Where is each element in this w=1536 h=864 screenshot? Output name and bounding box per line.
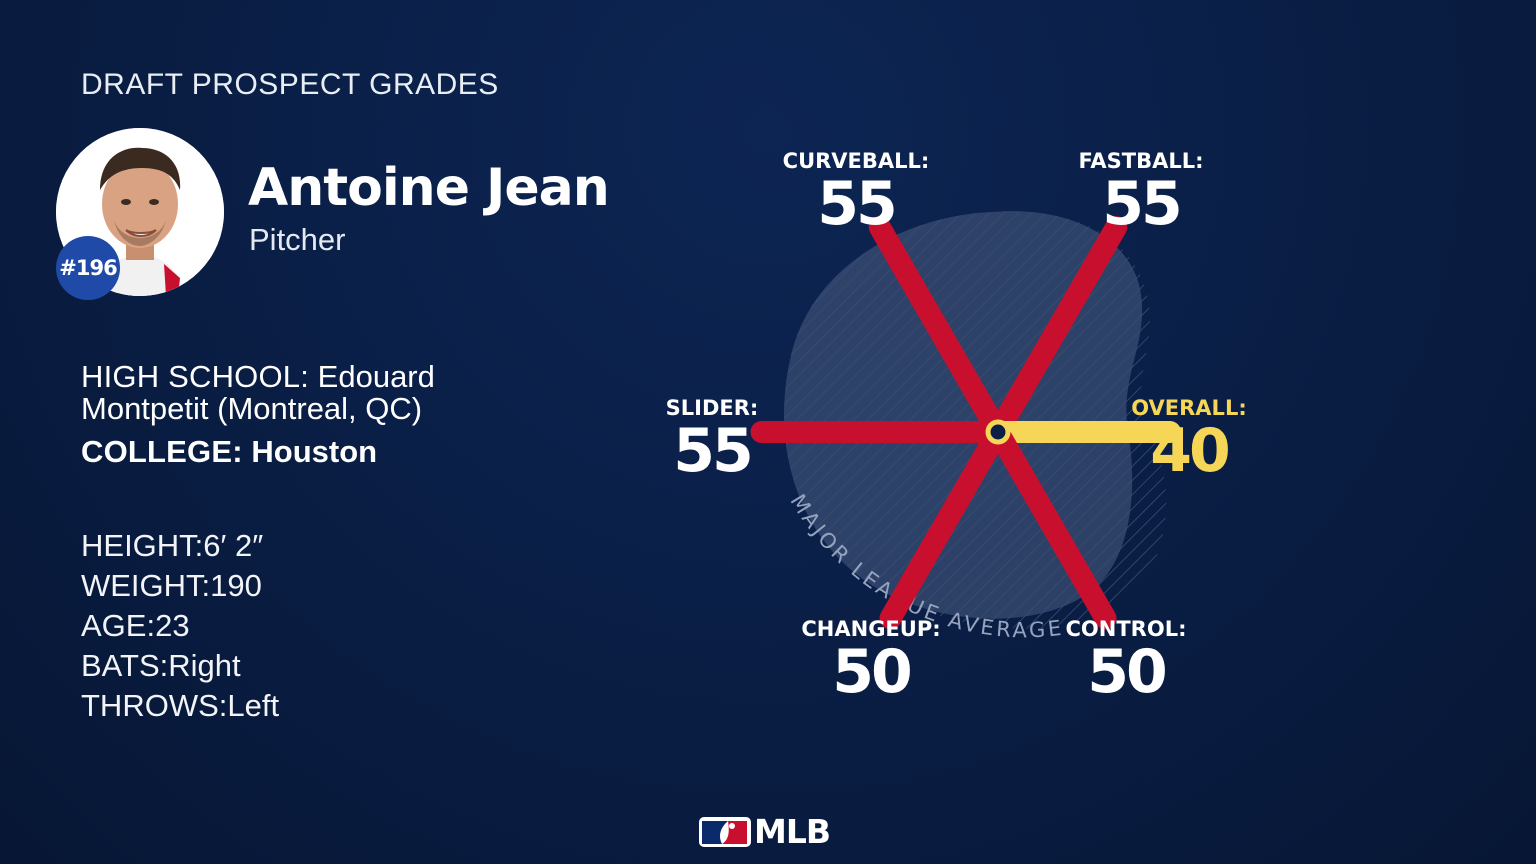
- grade-value: 55: [673, 416, 751, 486]
- vital-label: BATS:: [81, 648, 169, 683]
- grade-value: 50: [1087, 637, 1165, 707]
- player-vitals: HEIGHT:6′ 2″ WEIGHT:190 AGE:23 BATS:Righ…: [81, 526, 279, 726]
- vital-age: AGE:23: [81, 606, 279, 646]
- high-school-value: Edouard Montpetit (Montreal, QC): [81, 359, 435, 426]
- page-title: DRAFT PROSPECT GRADES: [81, 68, 499, 101]
- vital-weight: WEIGHT:190: [81, 566, 279, 606]
- grade-bar-control: [987, 421, 1117, 630]
- vital-value: 190: [210, 568, 262, 603]
- grade-bar-curveball: [868, 216, 1009, 443]
- grade-label: CONTROL:: [1066, 617, 1187, 641]
- grade-value: 55: [1102, 169, 1180, 239]
- grade-value: 40: [1150, 416, 1228, 486]
- player-position: Pitcher: [249, 222, 346, 257]
- grade-label: CURVEBALL:: [783, 149, 930, 173]
- grade-label: FASTBALL:: [1078, 149, 1203, 173]
- player-name: Antoine Jean: [248, 158, 610, 218]
- rank-badge: #196: [56, 236, 120, 300]
- mlb-logo: MLB: [698, 812, 831, 851]
- grade-value: 50: [832, 637, 910, 707]
- mlb-logo-text: MLB: [754, 812, 831, 851]
- vital-height: HEIGHT:6′ 2″: [81, 526, 279, 566]
- college-label: COLLEGE:: [81, 434, 243, 469]
- vital-value: 6′ 2″: [203, 528, 264, 563]
- vital-value: 23: [155, 608, 190, 643]
- grade-label: SLIDER:: [666, 396, 759, 420]
- player-headshot: [56, 128, 224, 296]
- grade-value: 55: [817, 169, 895, 239]
- vital-label: THROWS:: [81, 688, 228, 723]
- vital-label: AGE:: [81, 608, 156, 643]
- college-info: COLLEGE: Houston: [81, 436, 377, 468]
- vital-label: HEIGHT:: [81, 528, 204, 563]
- chart-center-dot: [985, 419, 1011, 445]
- mlb-logo-icon: [699, 816, 751, 847]
- vital-bats: BATS:Right: [81, 646, 279, 686]
- grade-bar-fastball: [987, 216, 1128, 443]
- high-school-label: HIGH SCHOOL:: [81, 359, 310, 394]
- college-value: Houston: [251, 434, 378, 469]
- vital-label: WEIGHT:: [81, 568, 211, 603]
- vital-value: Right: [168, 648, 241, 683]
- vital-value: Left: [227, 688, 280, 723]
- grade-bar-changeup: [879, 421, 1009, 630]
- high-school-info: HIGH SCHOOL: Edouard Montpetit (Montreal…: [81, 361, 511, 425]
- grade-label: OVERALL:: [1131, 396, 1246, 420]
- vital-throws: THROWS:Left: [81, 686, 279, 726]
- grade-label: CHANGEUP:: [801, 617, 940, 641]
